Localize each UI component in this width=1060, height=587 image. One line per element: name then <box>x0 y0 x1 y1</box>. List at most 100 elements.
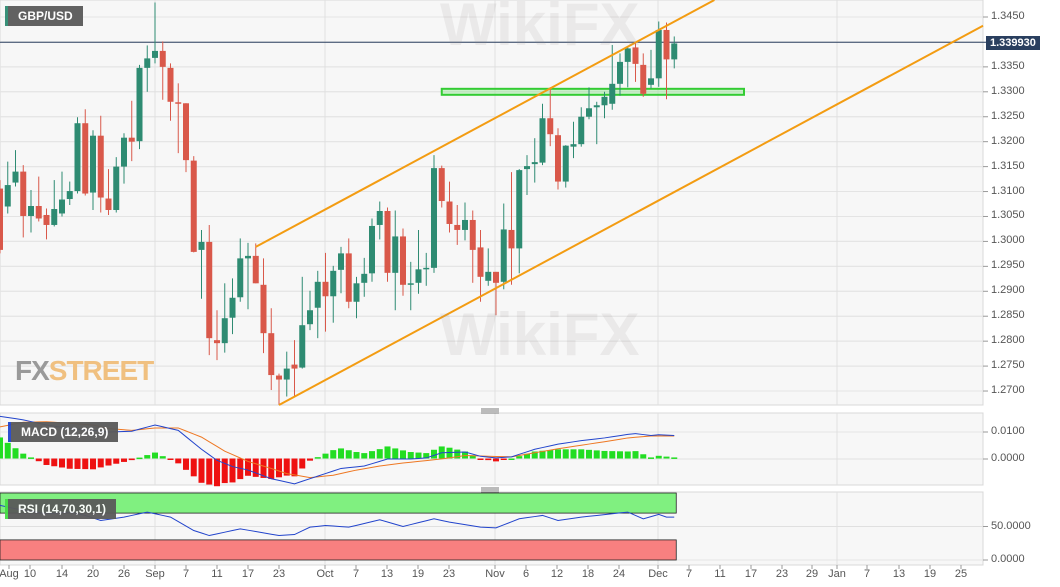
price-axis-label: 1.2750 <box>991 359 1025 372</box>
macd-histogram-bar <box>12 448 19 459</box>
macd-histogram-bar <box>167 458 174 460</box>
date-axis-label: Sep <box>145 568 165 580</box>
date-axis-label: 18 <box>581 568 595 580</box>
macd-histogram-bar <box>0 437 3 459</box>
candle-bullish <box>113 166 120 210</box>
candle-bullish <box>245 255 251 259</box>
date-axis-label: Nov <box>485 568 505 580</box>
macd-histogram-bar <box>369 451 375 459</box>
candle-bullish <box>516 170 523 249</box>
macd-histogram-bar <box>562 449 569 459</box>
candle-bearish <box>493 271 499 283</box>
candle-bullish <box>423 267 430 270</box>
candle-bearish <box>400 236 406 285</box>
macd-histogram-bar <box>97 458 104 468</box>
macd-histogram-bar <box>299 458 306 469</box>
macd-histogram-bar <box>74 458 81 469</box>
macd-histogram-bar <box>338 448 344 459</box>
watermark: WikiFX <box>440 0 640 58</box>
macd-histogram-bar <box>400 450 406 459</box>
macd-histogram-bar <box>113 458 120 464</box>
channel-upper-line <box>255 0 715 248</box>
candle-bearish <box>175 102 182 104</box>
candle-bullish <box>229 297 236 318</box>
macd-histogram-bar <box>229 458 236 483</box>
rsi-label[interactable]: RSI (14,70,30,1) <box>5 499 117 519</box>
date-axis-label: 13 <box>892 568 906 580</box>
candle-bullish <box>198 241 205 250</box>
macd-histogram-bar <box>586 449 592 459</box>
price-axis-label: 1.3100 <box>991 184 1025 197</box>
macd-axis-label: 0.0100 <box>991 425 1025 437</box>
current-price-tag: 1.339930 <box>986 36 1040 50</box>
fxstreet-logo: FXSTREET <box>15 355 154 387</box>
macd-panel <box>0 412 984 486</box>
candle-bearish <box>268 333 275 376</box>
macd-histogram-bar <box>330 450 337 459</box>
candle-bearish <box>190 160 197 252</box>
macd-histogram-bar <box>121 458 127 462</box>
candle-bullish <box>617 61 623 84</box>
candle-bullish <box>578 116 585 145</box>
macd-histogram-bar <box>307 458 313 461</box>
date-axis-label: 17 <box>241 568 255 580</box>
macd-histogram-bar <box>640 454 647 459</box>
date-axis-label: Aug <box>0 568 19 580</box>
candle-bearish <box>159 50 166 67</box>
candle-bullish <box>524 166 530 170</box>
candle-bearish <box>322 281 329 297</box>
candle-bearish <box>446 201 453 224</box>
macd-histogram-bar <box>322 453 329 459</box>
price-axis-label: 1.3350 <box>991 59 1025 72</box>
candle-bullish <box>283 368 290 380</box>
candle-bearish <box>20 171 27 216</box>
candle-bearish <box>214 340 220 344</box>
candle-bullish <box>12 171 19 183</box>
macd-histogram-bar <box>283 458 290 476</box>
price-axis-label: 1.2800 <box>991 334 1025 347</box>
candle-bullish <box>624 48 631 62</box>
macd-histogram-bar <box>276 458 282 478</box>
date-axis-label: 14 <box>55 568 69 580</box>
candle-bullish <box>90 135 96 193</box>
candle-bullish <box>407 283 414 285</box>
macd-histogram-bar <box>648 457 654 459</box>
macd-histogram-bar <box>524 453 530 459</box>
candle-bullish <box>74 123 81 192</box>
candle-bullish <box>431 168 437 268</box>
macd-histogram-bar <box>353 452 360 459</box>
candle-bullish <box>531 162 538 165</box>
macd-histogram-bar <box>190 458 197 477</box>
candle-bearish <box>547 118 554 135</box>
price-axis-label: 1.2950 <box>991 259 1025 272</box>
candle-bearish <box>43 214 50 225</box>
macd-histogram-bar <box>493 458 499 462</box>
channel-lower-line <box>278 24 984 406</box>
candle-bearish <box>469 219 476 250</box>
macd-histogram-bar <box>245 458 251 476</box>
macd-histogram-bar <box>376 449 383 459</box>
macd-histogram-bar <box>508 458 515 460</box>
macd-histogram-bar <box>59 458 65 468</box>
price-axis-label: 1.3450 <box>991 10 1025 22</box>
macd-histogram-bar <box>136 457 143 460</box>
date-axis-label: 17 <box>744 568 758 580</box>
symbol-label: GBP/USD <box>5 6 83 26</box>
candle-bearish <box>345 253 352 302</box>
macd-label[interactable]: MACD (12,26,9) <box>8 422 119 442</box>
rsi-axis-label: 0.0000 <box>991 553 1025 565</box>
date-axis-label: 24 <box>612 568 626 580</box>
candle-bearish <box>260 284 267 334</box>
macd-histogram-bar <box>144 455 151 459</box>
date-axis-label: 11 <box>714 568 726 580</box>
macd-histogram-bar <box>531 451 538 459</box>
candle-bearish <box>663 29 670 60</box>
macd-histogram-bar <box>4 442 11 459</box>
macd-histogram-bar <box>291 458 298 477</box>
price-axis-label: 1.3150 <box>991 159 1025 172</box>
watermark: WikiFX <box>440 301 640 368</box>
price-axis-label: 1.3250 <box>991 109 1025 122</box>
macd-histogram-bar <box>314 457 321 459</box>
date-axis-label: 25 <box>954 568 968 580</box>
